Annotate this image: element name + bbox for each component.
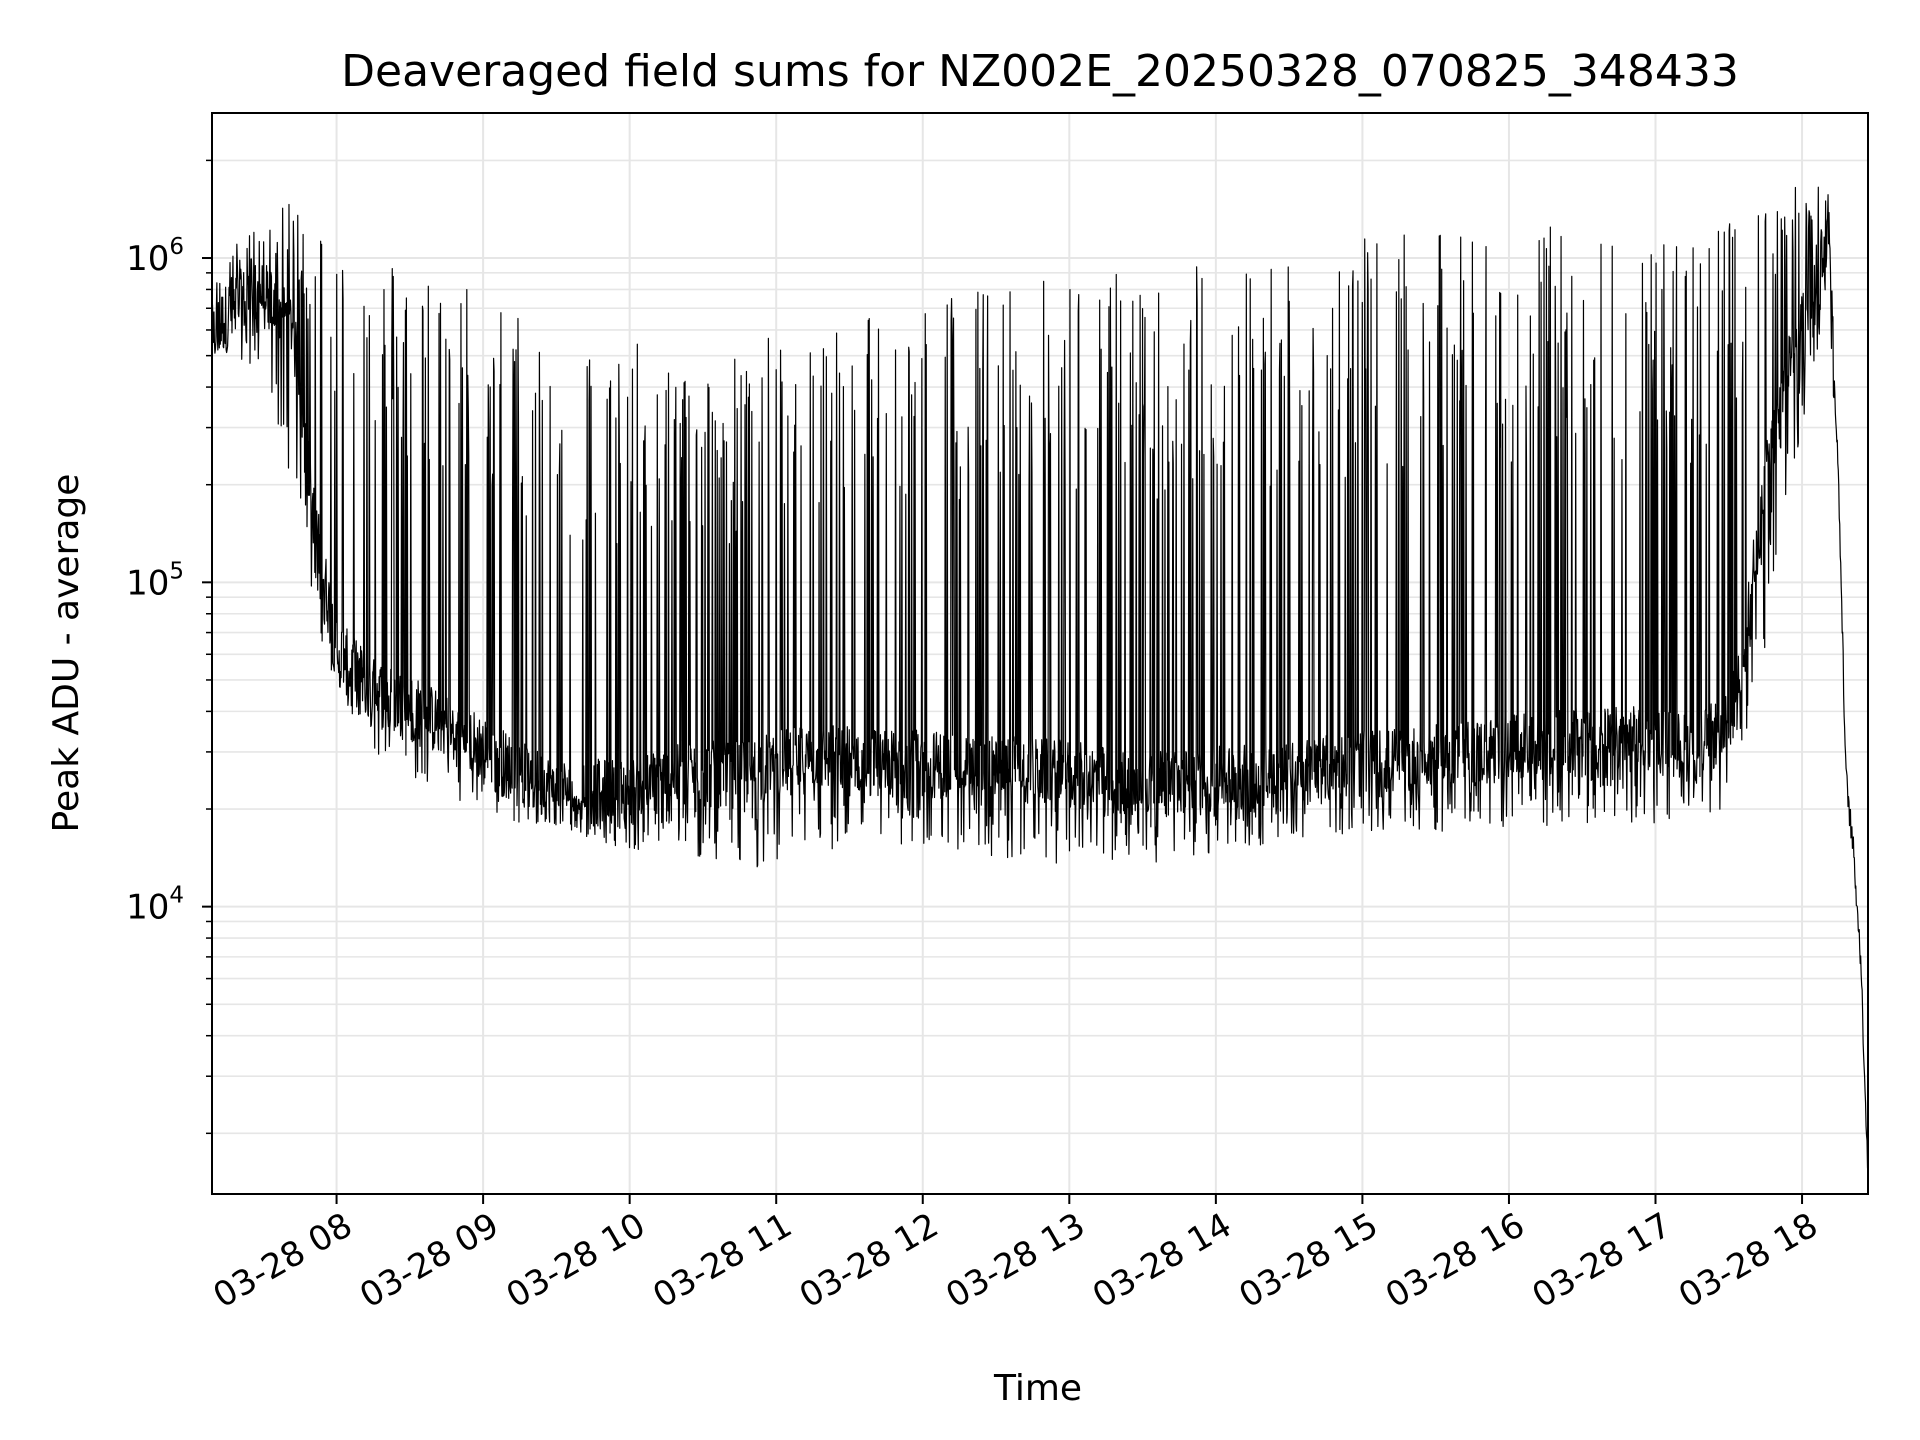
series-line bbox=[211, 186, 1869, 1175]
y-tick-label: 106 bbox=[126, 234, 184, 279]
y-axis-label: Peak ADU - average bbox=[46, 474, 87, 833]
y-tick-label: 105 bbox=[126, 558, 184, 603]
chart-title: Deaveraged field sums for NZ002E_2025032… bbox=[341, 46, 1739, 97]
data-layer bbox=[211, 186, 1869, 1175]
plot-frame bbox=[211, 112, 1869, 1195]
x-axis-label: Time bbox=[993, 1368, 1082, 1409]
y-tick-label: 104 bbox=[126, 883, 184, 928]
